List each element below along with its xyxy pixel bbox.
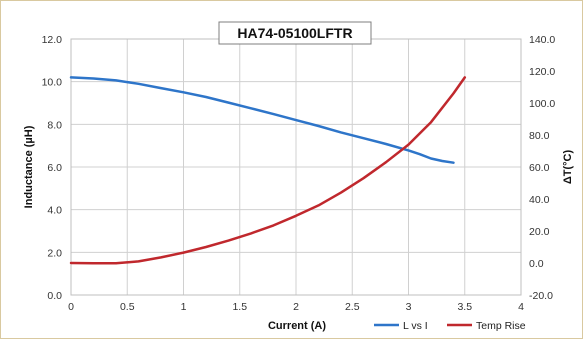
y-tick-label: 10.0: [42, 77, 63, 89]
y2-tick-label: 120.0: [529, 66, 555, 78]
series-line-temp-rise: [69, 76, 467, 265]
y2-tick-label: 0.0: [529, 258, 544, 270]
y-tick-label: 12.0: [42, 34, 63, 46]
x-tick-label: 0: [68, 301, 74, 313]
x-tick-label: 1: [181, 301, 187, 313]
y2-tick-label: -20.0: [529, 290, 553, 302]
y-tick-label: 4.0: [47, 205, 62, 217]
x-axis-title: Current (A): [268, 320, 326, 332]
y-tick-label: 8.0: [47, 119, 62, 131]
y2-axis-title: ΔT(°C): [562, 150, 574, 185]
chart-title: HA74-05100LFTR: [237, 25, 352, 41]
y-tick-label: 2.0: [47, 247, 62, 259]
y-tick-label: 6.0: [47, 162, 62, 174]
x-tick-label: 2.5: [345, 301, 360, 313]
series-layer: [69, 76, 467, 265]
chart-title-box: HA74-05100LFTR: [218, 21, 372, 45]
y2-tick-label: 80.0: [529, 130, 550, 142]
y2-tick-label: 60.0: [529, 162, 550, 174]
series-line-l-vs-i: [69, 76, 455, 164]
y-axis-title: Inductance (µH): [23, 125, 35, 208]
x-tick-label: 3.5: [457, 301, 472, 313]
x-tick-label: 1.5: [232, 301, 247, 313]
x-tick-label: 2: [293, 301, 299, 313]
y-tick-label: 0.0: [47, 290, 62, 302]
gridlines: [70, 38, 522, 296]
legend-label-l-vs-i: L vs I: [403, 320, 428, 332]
tick-labels: 0 0.5 1 1.5 2 2.5 3 3.5 40.02.04.06.08.010.012.0…: [42, 34, 556, 313]
y2-tick-label: 100.0: [529, 98, 555, 110]
x-tick-label: 0.5: [120, 301, 135, 313]
legend: L vs I Temp Rise: [374, 320, 526, 332]
y2-tick-label: 20.0: [529, 226, 550, 238]
x-tick-label: 3: [406, 301, 412, 313]
legend-label-temp-rise: Temp Rise: [476, 320, 526, 332]
x-tick-label: 4: [518, 301, 524, 313]
y2-tick-label: 40.0: [529, 194, 550, 206]
y2-tick-label: 140.0: [529, 34, 555, 46]
